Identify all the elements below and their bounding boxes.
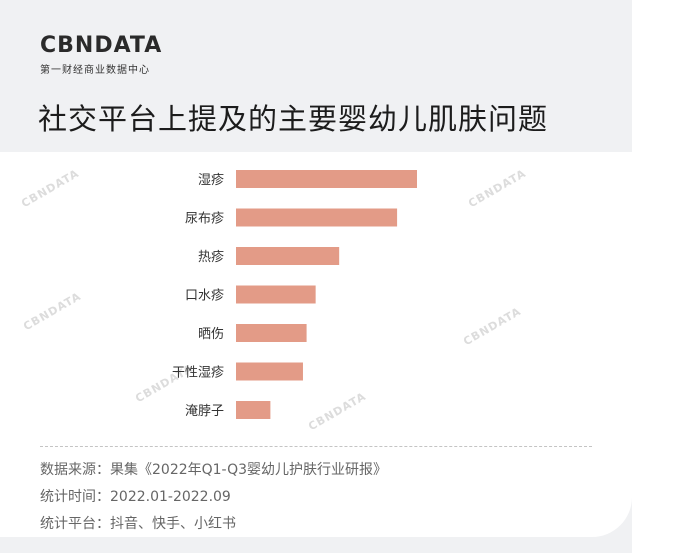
platform-note: 统计平台：抖音、快手、小红书 <box>40 516 236 532</box>
category-label: 晒伤 <box>198 327 224 342</box>
bar <box>236 170 417 188</box>
bar <box>236 208 398 227</box>
brand-logo: CBNDATA 第一财经商业数据中心 <box>40 33 163 77</box>
period-note: 统计时间：2022.01-2022.09 <box>40 489 231 505</box>
category-label: 淹脖子 <box>185 403 224 419</box>
chart-title: 社交平台上提及的主要婴幼儿肌肤问题 <box>38 102 549 136</box>
category-label: 干性湿疹 <box>172 365 224 381</box>
category-label: 尿布疹 <box>185 211 224 227</box>
category-label: 湿疹 <box>198 172 224 188</box>
brand-name: CBNDATA <box>40 33 163 58</box>
category-label: 热疹 <box>198 249 224 265</box>
bar <box>236 285 316 304</box>
bar <box>236 362 303 381</box>
category-label: 口水疹 <box>185 288 224 304</box>
divider <box>40 446 592 447</box>
bar <box>236 401 271 419</box>
bar <box>236 247 340 265</box>
source-note: 数据来源：果集《2022年Q1-Q3婴幼儿护肤行业研报》 <box>40 462 388 478</box>
brand-subtitle: 第一财经商业数据中心 <box>40 65 150 76</box>
bar <box>236 324 307 342</box>
footer: 数据来源：果集《2022年Q1-Q3婴幼儿护肤行业研报》 统计时间：2022.0… <box>40 457 387 538</box>
